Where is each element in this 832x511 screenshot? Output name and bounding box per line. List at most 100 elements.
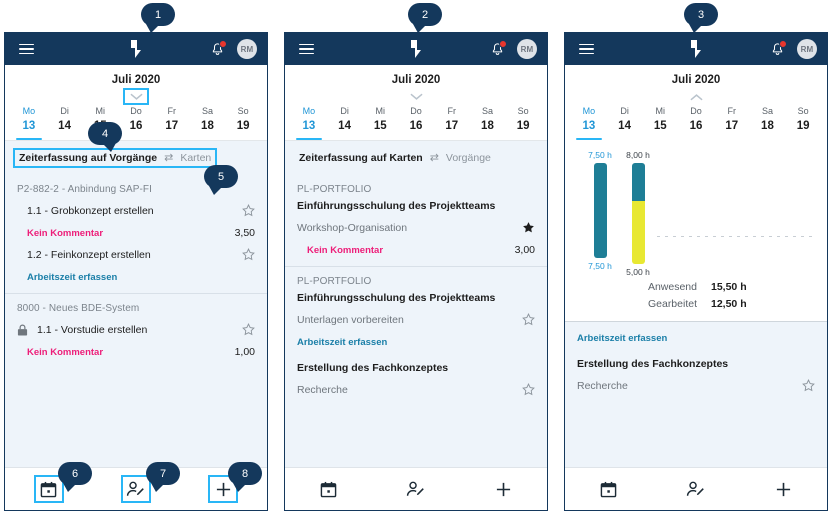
- calendar-day-6[interactable]: So 19: [785, 106, 821, 140]
- calendar-dow: So: [797, 106, 809, 116]
- calendar-icon[interactable]: [596, 477, 622, 501]
- plus-icon[interactable]: [490, 477, 516, 501]
- calendar-day-3[interactable]: Do 16: [118, 106, 154, 140]
- plus-icon[interactable]: [208, 475, 239, 503]
- calendar-dow: Do: [410, 106, 422, 116]
- plus-icon[interactable]: [770, 477, 796, 501]
- bell-icon[interactable]: [209, 39, 227, 58]
- calendar-dow: Fr: [447, 106, 456, 116]
- calendar-day-5[interactable]: Sa 18: [750, 106, 786, 140]
- avatar[interactable]: RM: [797, 39, 817, 59]
- bottom-nav: [5, 467, 267, 510]
- list-item[interactable]: 1.2 - Feinkonzept erstellen: [17, 248, 255, 261]
- calendar-daynum: 14: [58, 120, 71, 132]
- chart-bar-group-0[interactable]: 7,50 h 7,50 h: [581, 150, 619, 271]
- list-item[interactable]: Workshop-Organisation: [297, 221, 535, 234]
- chevron-down-icon[interactable]: [123, 88, 149, 105]
- avatar[interactable]: RM: [517, 39, 537, 59]
- callout-4: 4: [88, 122, 122, 152]
- phone-panel-1: RM Juli 2020 Mo 13 Di 14 Mi 15 Do: [4, 32, 268, 511]
- star-outline-icon[interactable]: [522, 313, 535, 326]
- calendar-day-1[interactable]: Di 14: [607, 106, 643, 140]
- chart-summary: Anwesend 15,50 h Gearbeitet 12,50 h: [577, 281, 815, 310]
- list-item-label: Recherche: [297, 383, 348, 396]
- list-item[interactable]: Recherche: [577, 379, 815, 392]
- record-worktime-link[interactable]: Arbeitszeit erfassen: [27, 272, 118, 283]
- calendar-day-3[interactable]: Do 16: [398, 106, 434, 140]
- callout-2: 2: [408, 3, 442, 33]
- calendar-day-0[interactable]: Mo 13: [571, 106, 607, 140]
- bell-icon[interactable]: [489, 39, 507, 58]
- calendar-icon[interactable]: [316, 477, 342, 501]
- calendar-dow: So: [237, 106, 249, 116]
- calendar-day-1[interactable]: Di 14: [327, 106, 363, 140]
- summary-row-anwesend: Anwesend 15,50 h: [577, 281, 815, 293]
- calendar-strip: Juli 2020 Mo 13 Di 14 Mi 15 Do 16: [565, 65, 827, 140]
- avatar[interactable]: RM: [237, 39, 257, 59]
- star-outline-icon[interactable]: [242, 204, 255, 217]
- person-edit-icon[interactable]: [120, 475, 151, 503]
- mode-toggle[interactable]: Zeiterfassung auf Karten ⇄ Vorgänge: [295, 150, 495, 166]
- hamburger-menu-icon[interactable]: [19, 43, 34, 55]
- calendar-daynum: 13: [582, 120, 596, 132]
- calendar-active-underline: [576, 137, 602, 140]
- calendar-day-4[interactable]: Fr 17: [434, 106, 470, 140]
- hamburger-menu-icon[interactable]: [299, 43, 314, 55]
- star-filled-icon[interactable]: [522, 221, 535, 234]
- chevron-up-icon[interactable]: [685, 90, 707, 103]
- star-outline-icon[interactable]: [522, 383, 535, 396]
- list-group: PL-PORTFOLIO Einführungsschulung des Pro…: [285, 267, 547, 406]
- calendar-day-6[interactable]: So 19: [505, 106, 541, 140]
- callout-6: 6: [58, 462, 92, 492]
- chart-bar-group-1[interactable]: 8,00 h 5,00 h: [619, 150, 657, 277]
- list-item[interactable]: Recherche: [297, 383, 535, 396]
- swap-arrows-icon: ⇄: [164, 151, 174, 164]
- bar-stack[interactable]: [631, 163, 645, 264]
- record-worktime-link[interactable]: Arbeitszeit erfassen: [577, 333, 668, 344]
- bar-top-label: 8,00 h: [626, 150, 650, 160]
- bell-icon[interactable]: [769, 39, 787, 58]
- chevron-down-icon[interactable]: [405, 90, 427, 103]
- list-item[interactable]: 1.1 - Grobkonzept erstellen: [17, 204, 255, 217]
- summary-label: Anwesend: [647, 281, 697, 293]
- calendar-daynum: 19: [516, 120, 530, 132]
- calendar-day-2[interactable]: Mi 15: [642, 106, 678, 140]
- calendar-day-1[interactable]: Di 14: [47, 106, 83, 140]
- calendar-day-2[interactable]: Mi 15: [362, 106, 398, 140]
- calendar-day-5[interactable]: Sa 18: [190, 106, 226, 140]
- record-worktime-link[interactable]: Arbeitszeit erfassen: [297, 337, 388, 348]
- callout-1: 1: [141, 3, 175, 33]
- calendar-dow: Fr: [727, 106, 736, 116]
- person-edit-icon[interactable]: [683, 477, 709, 501]
- calendar-day-0[interactable]: Mo 13: [11, 106, 47, 140]
- bar-stack[interactable]: [593, 163, 607, 258]
- calendar-icon[interactable]: [33, 475, 64, 503]
- group-title: PL-PORTFOLIO: [297, 184, 372, 195]
- calendar-day-6[interactable]: So 19: [225, 106, 261, 140]
- list-item-label: Workshop-Organisation: [297, 221, 408, 234]
- calendar-daynum: 16: [129, 120, 143, 132]
- hamburger-menu-icon[interactable]: [579, 43, 594, 55]
- calendar-day-0[interactable]: Mo 13: [291, 106, 327, 140]
- star-outline-icon[interactable]: [242, 323, 255, 336]
- list-item-label: 1.2 - Feinkonzept erstellen: [27, 248, 151, 261]
- calendar-day-3[interactable]: Do 16: [678, 106, 714, 140]
- calendar-dow: Mi: [375, 106, 386, 116]
- calendar-active-underline: [16, 137, 42, 140]
- list-item-meta: Kein Kommentar 1,00: [17, 346, 255, 358]
- list-item[interactable]: 1.1 - Vorstudie erstellen: [17, 323, 255, 336]
- calendar-dow: Di: [620, 106, 629, 116]
- calendar-daynum: 16: [689, 120, 703, 132]
- calendar-day-5[interactable]: Sa 18: [470, 106, 506, 140]
- calendar-day-4[interactable]: Fr 17: [714, 106, 750, 140]
- calendar-day-4[interactable]: Fr 17: [154, 106, 190, 140]
- star-outline-icon[interactable]: [242, 248, 255, 261]
- card-list: PL-PORTFOLIO Einführungsschulung des Pro…: [285, 175, 547, 467]
- calendar-dow: Fr: [167, 106, 176, 116]
- person-edit-icon[interactable]: [403, 477, 429, 501]
- star-outline-icon[interactable]: [802, 379, 815, 392]
- calendar-days-row: Mo 13 Di 14 Mi 15 Do 16 Fr 17 Sa: [565, 106, 827, 140]
- mode-toggle[interactable]: Zeiterfassung auf Vorgänge ⇄ Karten: [12, 148, 218, 168]
- list-item[interactable]: Unterlagen vorbereiten: [297, 313, 535, 326]
- summary-value: 15,50 h: [711, 281, 747, 293]
